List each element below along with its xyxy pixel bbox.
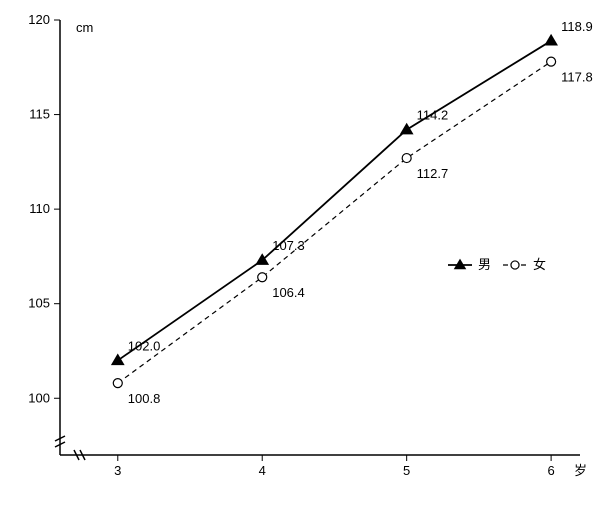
x-tick-label: 5 — [403, 463, 410, 478]
x-tick-label: 4 — [259, 463, 266, 478]
marker-triangle — [545, 35, 557, 45]
x-tick-label: 3 — [114, 463, 121, 478]
height-growth-chart: 3456100105110115120岁cm102.0107.3114.2118… — [0, 0, 600, 500]
data-label: 114.2 — [417, 108, 449, 123]
data-label: 106.4 — [272, 285, 305, 300]
y-tick-label: 100 — [28, 390, 50, 405]
x-tick-label: 6 — [547, 463, 554, 478]
data-label: 112.7 — [417, 166, 449, 181]
data-label: 102.0 — [128, 338, 161, 353]
marker-circle — [258, 273, 267, 282]
data-label: 118.9 — [561, 19, 593, 34]
y-tick-label: 115 — [29, 107, 50, 122]
data-label: 117.8 — [561, 70, 593, 85]
legend-label-female: 女 — [533, 257, 546, 272]
legend-label-male: 男 — [478, 257, 491, 272]
marker-circle — [402, 154, 411, 163]
series-line-male — [118, 41, 551, 361]
y-tick-label: 110 — [29, 201, 50, 216]
marker-triangle — [401, 124, 413, 134]
marker-circle — [113, 379, 122, 388]
x-axis-title: 岁 — [574, 463, 587, 478]
y-tick-label: 105 — [28, 296, 50, 311]
y-axis-title: cm — [76, 20, 93, 35]
marker-triangle — [112, 354, 124, 364]
chart-svg: 3456100105110115120岁cm102.0107.3114.2118… — [0, 0, 600, 500]
y-tick-label: 120 — [28, 12, 50, 27]
data-label: 100.8 — [128, 391, 161, 406]
series-line-female — [118, 62, 551, 384]
marker-circle — [547, 57, 556, 66]
